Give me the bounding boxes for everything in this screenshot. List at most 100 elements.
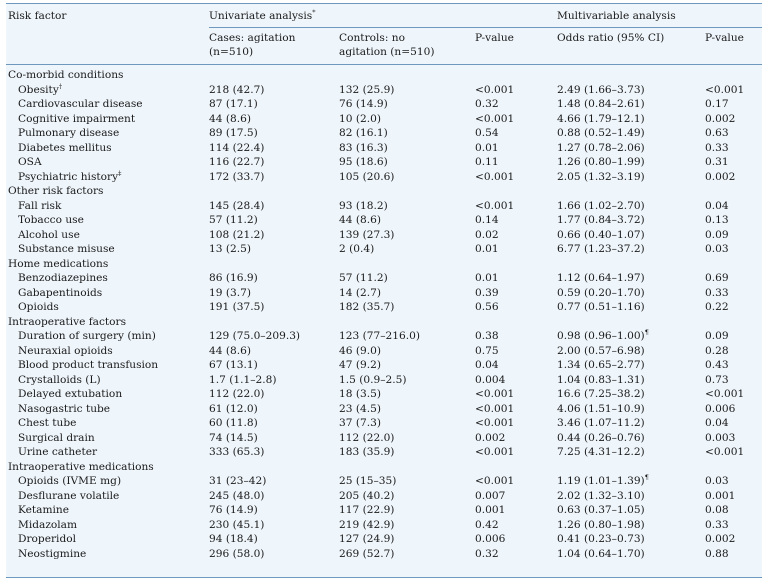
odds-ratio-value: 2.00 (0.57–6.98) — [557, 344, 645, 357]
section-spacer — [209, 315, 762, 330]
odds-ratio-value: 1.77 (0.84–3.72) — [557, 214, 645, 226]
cases-value: 230 (45.1) — [209, 518, 265, 531]
p-value-univariate-header: P-value — [475, 27, 557, 65]
p-value-multivariable: 0.43 — [705, 359, 729, 371]
risk-factor-table-panel: Risk factor Univariate analysis* Multiva… — [6, 3, 763, 578]
risk-factor-name: Pulmonary disease — [18, 127, 120, 139]
section-heading: Home medications — [8, 257, 109, 270]
p-value-multivariable: 0.33 — [705, 518, 729, 531]
table-header: Risk factor Univariate analysis* Multiva… — [6, 4, 763, 65]
p-value-multivariable: 0.33 — [705, 141, 729, 154]
odds-ratio-value: 6.77 (1.23–37.2) — [557, 243, 645, 255]
cases-value: 114 (22.4) — [209, 141, 265, 154]
risk-factor-name: Tobacco use — [18, 214, 84, 226]
risk-factor-name: Psychiatric history‡ — [18, 168, 122, 183]
controls-value: 10 (2.0) — [339, 112, 381, 125]
cases-value: 61 (12.0) — [209, 402, 258, 415]
p-value-multivariable: 0.17 — [705, 98, 729, 110]
p-value-univariate: 0.006 — [475, 533, 506, 545]
odds-ratio-header: Odds ratio (95% CI) — [557, 27, 705, 65]
p-value-univariate: 0.01 — [475, 141, 499, 154]
controls-value: 44 (8.6) — [339, 214, 381, 226]
p-value-multivariable: 0.88 — [705, 547, 729, 560]
cases-value: 172 (33.7) — [209, 170, 265, 183]
controls-value: 2 (0.4) — [339, 243, 375, 255]
p-value-univariate: 0.32 — [475, 547, 499, 560]
p-value-multivariable: 0.003 — [705, 431, 736, 444]
cases-value: 112 (22.0) — [209, 388, 265, 400]
risk-factor-name: OSA — [18, 156, 42, 168]
p-value-univariate: 0.002 — [475, 431, 506, 444]
odds-ratio-value: 4.66 (1.79–12.1) — [557, 112, 645, 125]
p-value-univariate: 0.42 — [475, 518, 499, 531]
p-value-multivariable: 0.03 — [705, 475, 729, 487]
risk-factor-name: Benzodiazepines — [18, 272, 108, 284]
table-row: Tobacco use 57 (11.2) 44 (8.6) 0.14 1.77 (0.… — [6, 213, 762, 228]
odds-ratio-value: 2.49 (1.66–3.73) — [557, 83, 645, 96]
p-value-univariate: <0.001 — [475, 475, 515, 487]
controls-value: 269 (52.7) — [339, 547, 395, 560]
table-row: Neuraxial opioids 44 (8.6) 46 (9.0) 0.75 2.0… — [6, 344, 762, 359]
section-heading: Intraoperative factors — [8, 315, 127, 328]
p-value-univariate: <0.001 — [475, 402, 515, 415]
p-value-multivariable: 0.006 — [705, 402, 736, 415]
cases-value: 13 (2.5) — [209, 243, 251, 255]
table-row: Diabetes mellitus 114 (22.4) 83 (16.3) 0.01… — [6, 141, 762, 156]
risk-factor-name: Surgical drain — [18, 431, 95, 444]
controls-value: 93 (18.2) — [339, 199, 388, 212]
p-value-univariate: 0.75 — [475, 344, 499, 357]
univariate-group-header: Univariate analysis* — [209, 4, 557, 28]
cases-value: 89 (17.5) — [209, 127, 258, 139]
cases-value: 44 (8.6) — [209, 112, 251, 125]
table-row: Fall risk 145 (28.4) 93 (18.2) <0.001 1.66 (… — [6, 199, 762, 214]
controls-value: 182 (35.7) — [339, 301, 395, 313]
controls-value: 1.5 (0.9–2.5) — [339, 373, 407, 386]
cases-value: 60 (11.8) — [209, 417, 258, 429]
p-value-multivariable: 0.001 — [705, 489, 736, 502]
odds-ratio-value: 1.26 (0.80–1.98) — [557, 518, 645, 531]
table-row: Opioids (IVME mg) 31 (23–42) 25 (15–35) <0.… — [6, 474, 762, 489]
section-spacer — [209, 257, 762, 272]
cases-header: Cases: agitation (n=510) — [209, 27, 339, 65]
odds-ratio-value: 0.77 (0.51–1.16) — [557, 301, 645, 313]
cases-value: 86 (16.9) — [209, 272, 258, 284]
p-value-univariate: 0.38 — [475, 330, 499, 342]
p-value-multivariable: <0.001 — [705, 83, 745, 96]
odds-ratio-value: 0.41 (0.23–0.73) — [557, 533, 645, 545]
p-value-univariate: 0.004 — [475, 373, 506, 386]
section-spacer — [209, 460, 762, 475]
p-value-multivariable: 0.73 — [705, 373, 729, 386]
cases-value: 218 (42.7) — [209, 83, 265, 96]
section-row: Home medications — [6, 257, 762, 272]
controls-value: 132 (25.9) — [339, 83, 395, 96]
controls-value: 117 (22.9) — [339, 504, 395, 516]
cases-value: 76 (14.9) — [209, 504, 258, 516]
p-value-multivariable: <0.001 — [705, 388, 745, 400]
cases-value: 94 (18.4) — [209, 533, 258, 545]
cases-value: 87 (17.1) — [209, 98, 258, 110]
p-value-multivariable: 0.13 — [705, 214, 729, 226]
risk-factor-name: Neostigmine — [18, 547, 87, 560]
controls-value: 57 (11.2) — [339, 272, 388, 284]
controls-value: 83 (16.3) — [339, 141, 388, 154]
odds-ratio-value: 0.59 (0.20–1.70) — [557, 286, 645, 299]
risk-factor-name: Crystalloids (L) — [18, 373, 101, 386]
risk-factor-table: Risk factor Univariate analysis* Multiva… — [6, 4, 763, 561]
controls-value: 123 (77–216.0) — [339, 330, 420, 342]
p-value-univariate: 0.001 — [475, 504, 506, 516]
controls-value: 18 (3.5) — [339, 388, 381, 400]
table-row: Cognitive impairment 44 (8.6) 10 (2.0) <0.0… — [6, 112, 762, 127]
risk-factor-name: Alcohol use — [18, 228, 80, 241]
p-value-univariate: 0.32 — [475, 98, 499, 110]
p-value-multivariable: 0.28 — [705, 344, 729, 357]
p-value-univariate: 0.007 — [475, 489, 506, 502]
section-spacer — [209, 184, 762, 199]
odds-ratio-value: 1.12 (0.64–1.97) — [557, 272, 645, 284]
p-value-univariate: <0.001 — [475, 446, 515, 458]
cases-value: 129 (75.0–209.3) — [209, 330, 301, 342]
odds-ratio-value: 0.63 (0.37–1.05) — [557, 504, 645, 516]
section-row: Other risk factors — [6, 184, 762, 199]
p-value-multivariable: 0.09 — [705, 330, 729, 342]
risk-factor-name: Ketamine — [18, 504, 69, 516]
p-value-multivariable: 0.002 — [705, 170, 736, 183]
